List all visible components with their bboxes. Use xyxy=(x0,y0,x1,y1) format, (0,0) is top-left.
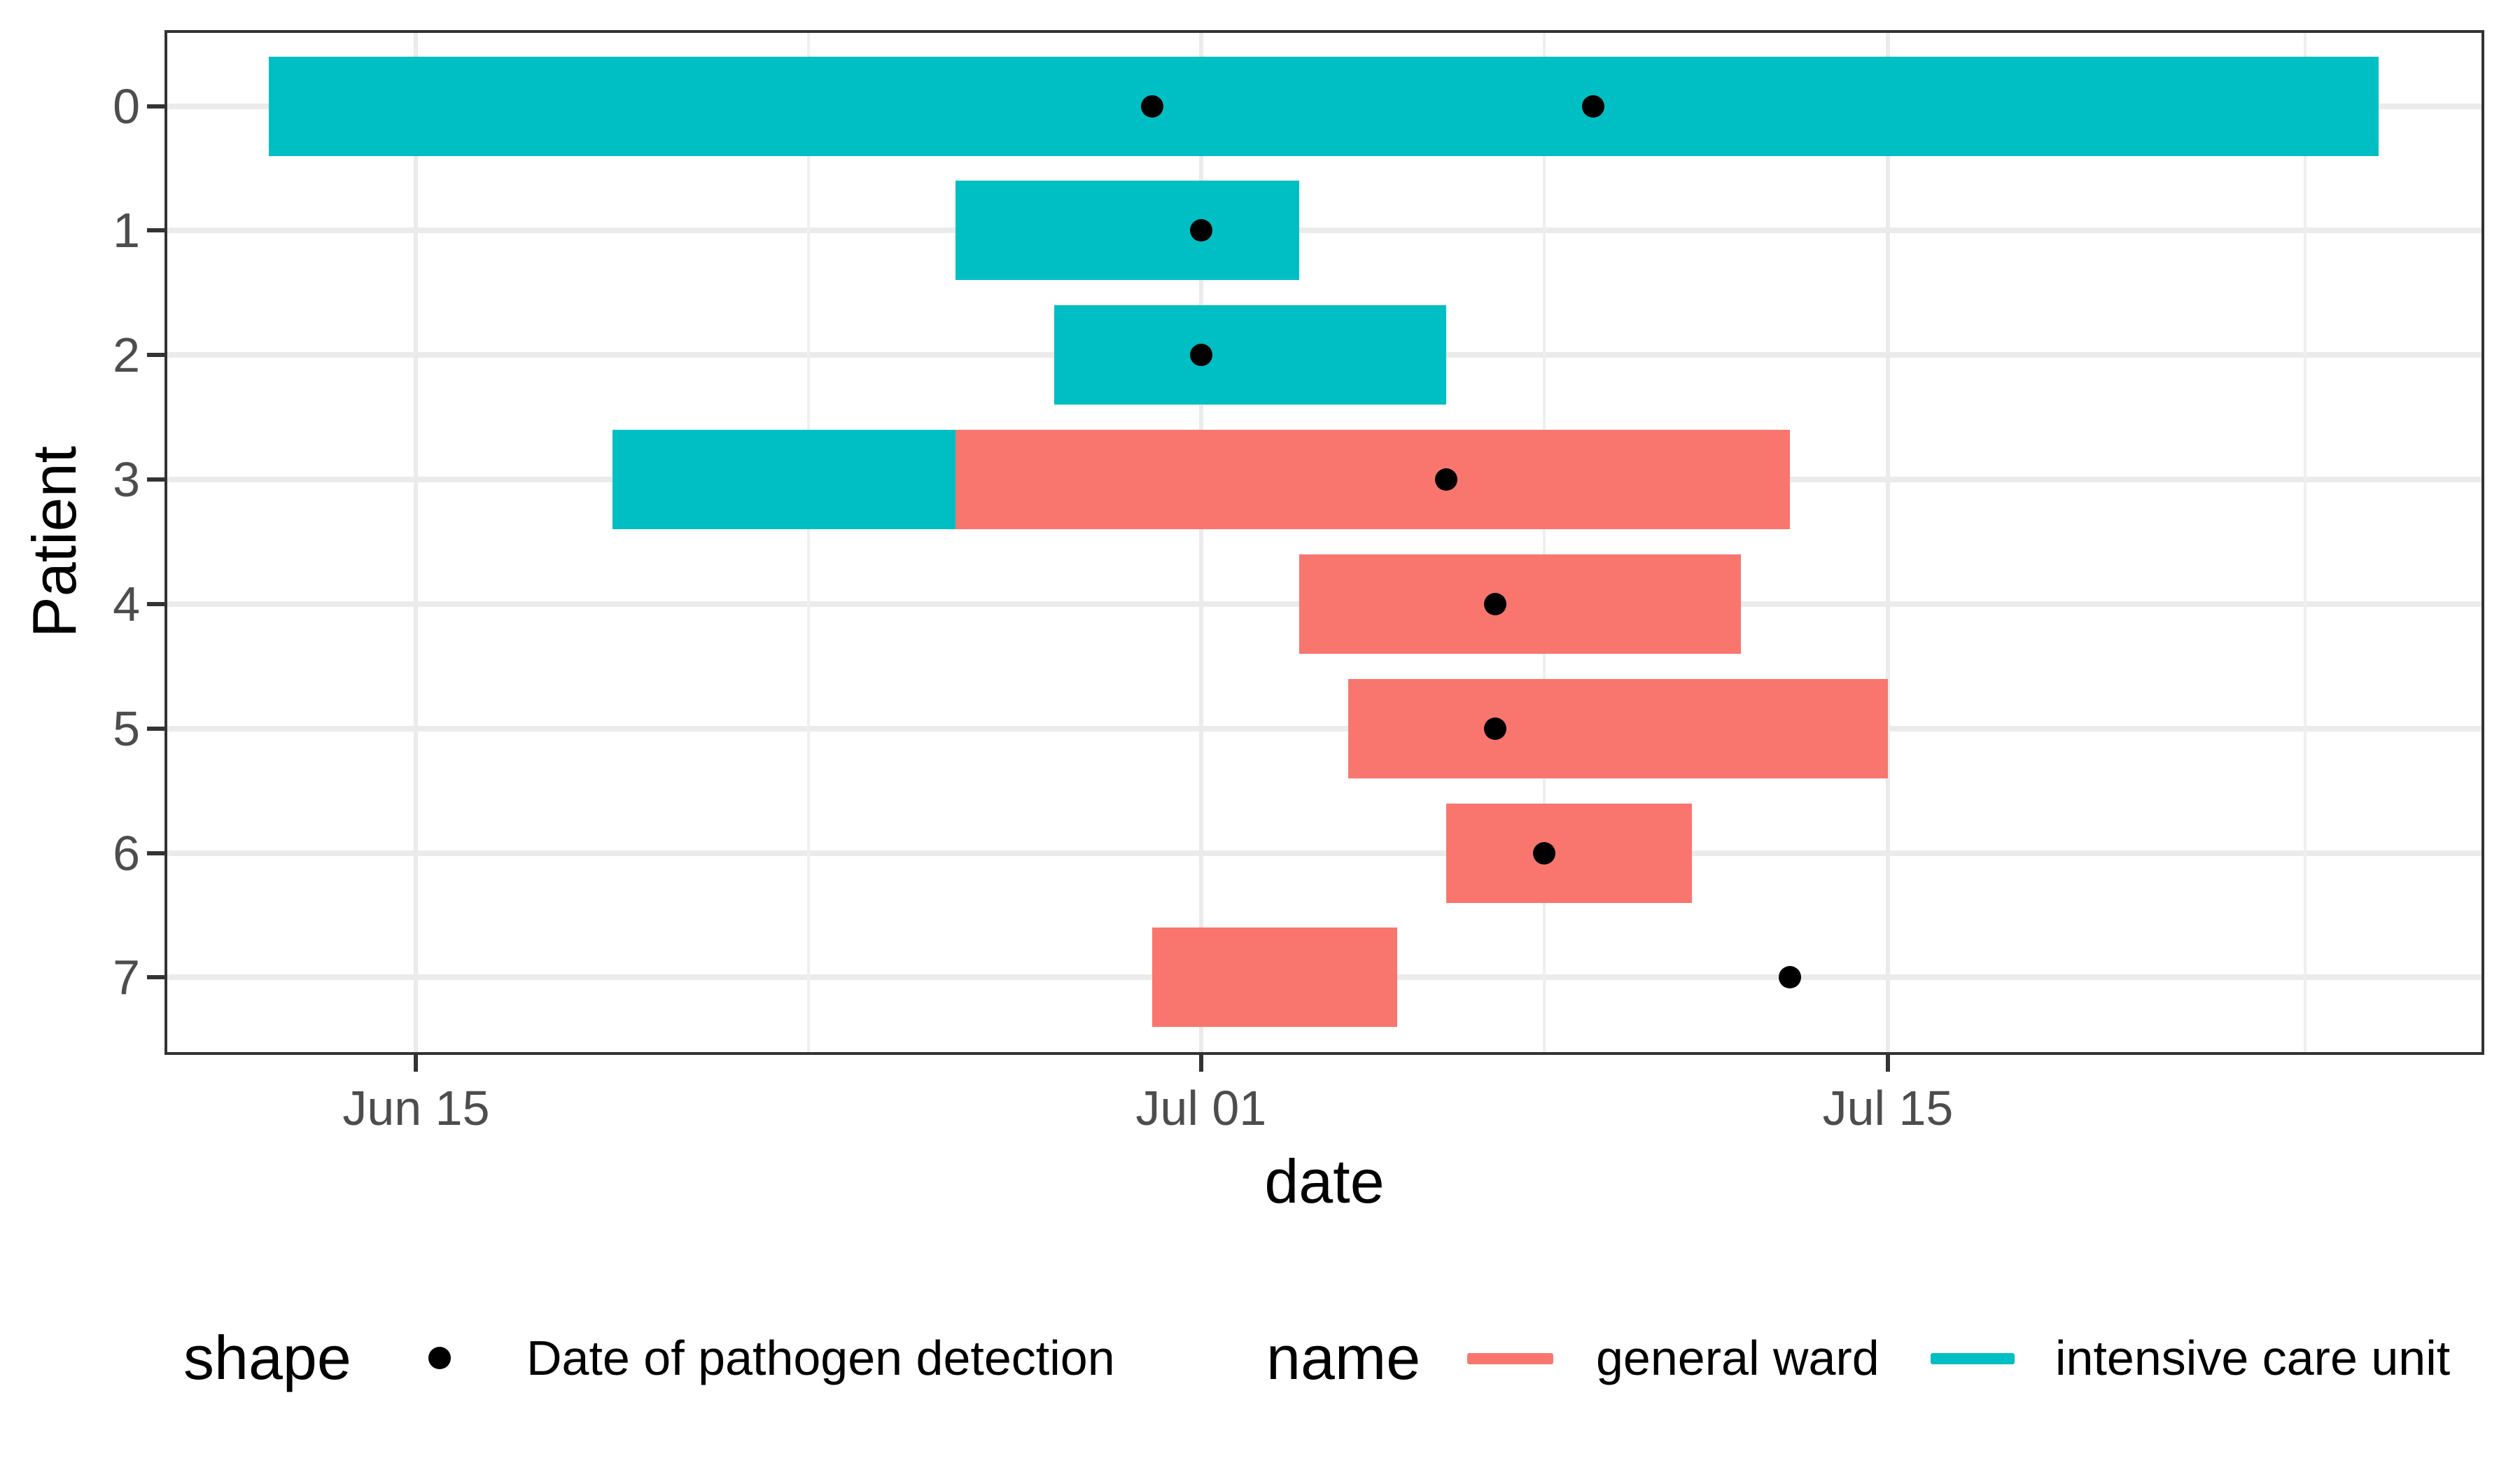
y-tick-label: 4 xyxy=(113,576,140,631)
detection-dot xyxy=(1435,468,1458,491)
y-tick-label: 0 xyxy=(113,78,140,134)
v-gridline-minor xyxy=(807,31,811,1052)
stay-bar-intensive-care-unit xyxy=(612,430,956,530)
x-tick-label: Jul 15 xyxy=(1822,1081,1954,1135)
v-gridline-major xyxy=(1885,31,1890,1052)
y-tick-label: 5 xyxy=(113,701,140,756)
x-tick-label: Jun 15 xyxy=(342,1081,490,1135)
legend-item-intensive-care-unit: intensive care unit xyxy=(2055,1331,2451,1385)
y-tick-label: 3 xyxy=(113,452,140,507)
detection-dot xyxy=(1484,717,1507,740)
v-gridline-minor xyxy=(2303,31,2306,1052)
y-tick xyxy=(147,104,166,108)
y-tick-label: 1 xyxy=(113,203,140,258)
detection-dot xyxy=(1189,344,1212,367)
y-tick-label: 7 xyxy=(113,950,140,1005)
legend-item-general-ward: general ward xyxy=(1596,1331,1879,1385)
panel-border xyxy=(164,30,2484,1055)
detection-dot xyxy=(1533,841,1556,864)
y-tick xyxy=(147,975,166,980)
detection-dot xyxy=(1140,94,1163,118)
x-axis-title: date xyxy=(1264,1147,1385,1216)
stay-bar-intensive-care-unit xyxy=(1054,305,1447,405)
h-gridline xyxy=(166,850,2482,856)
h-gridline xyxy=(166,725,2482,732)
v-gridline-minor xyxy=(1543,31,1546,1052)
y-tick xyxy=(147,726,166,731)
y-tick xyxy=(147,228,166,233)
legend-shape-item-label: Date of pathogen detection xyxy=(526,1331,1115,1385)
detection-dot xyxy=(1189,219,1212,242)
v-gridline-major xyxy=(1198,31,1203,1052)
y-tick xyxy=(147,477,166,482)
x-tick xyxy=(1885,1052,1890,1072)
stay-bar-general-ward xyxy=(955,430,1790,530)
x-tick xyxy=(1198,1052,1203,1072)
x-tick xyxy=(414,1052,419,1072)
stay-bar-intensive-care-unit xyxy=(955,181,1299,281)
y-axis-title: Patient xyxy=(20,446,89,638)
legend-name-title: name xyxy=(1266,1323,1421,1392)
stay-bar-intensive-care-unit xyxy=(269,56,2379,156)
stay-bar-general-ward xyxy=(1152,927,1398,1028)
y-tick xyxy=(147,353,166,358)
detection-dot xyxy=(1778,966,1801,989)
stay-bar-general-ward xyxy=(1446,803,1692,903)
legend-shape-title: shape xyxy=(183,1323,351,1392)
y-tick xyxy=(147,601,166,606)
stay-bar-general-ward xyxy=(1348,678,1888,778)
general-ward-swatch-icon xyxy=(1467,1353,1553,1364)
x-tick-label: Jul 01 xyxy=(1135,1081,1267,1135)
detection-dot-legend-icon xyxy=(428,1347,451,1369)
y-tick-label: 6 xyxy=(113,825,140,881)
stay-bar-general-ward xyxy=(1298,554,1741,654)
y-tick-label: 2 xyxy=(113,328,140,383)
v-gridline-major xyxy=(414,31,419,1052)
intensive-care-unit-swatch-icon xyxy=(1931,1353,2015,1364)
detection-dot xyxy=(1582,94,1605,118)
h-gridline xyxy=(166,227,2482,234)
y-tick xyxy=(147,850,166,855)
detection-dot xyxy=(1484,592,1507,615)
